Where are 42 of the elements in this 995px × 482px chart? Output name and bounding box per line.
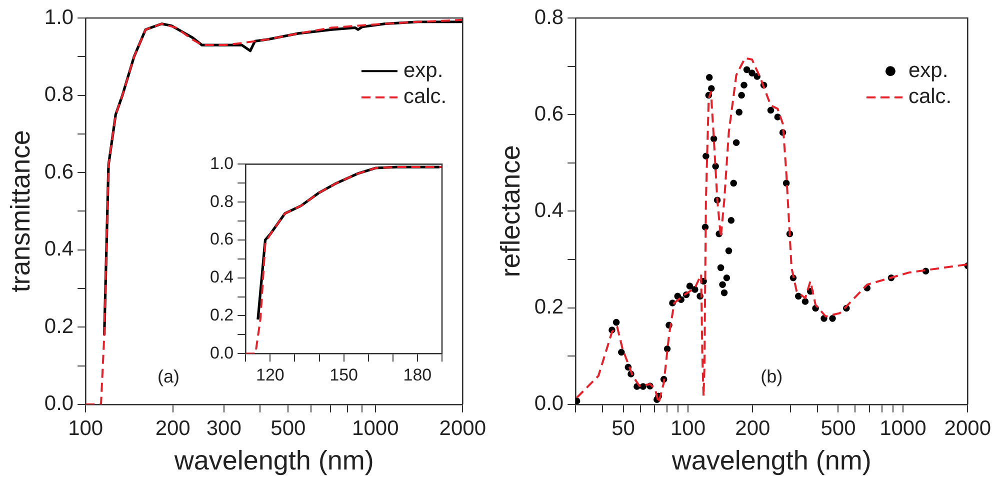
y-tick-label: 0.0 — [210, 343, 234, 362]
legend-label: calc. — [403, 85, 447, 108]
y-tick-label: 0.4 — [44, 238, 74, 261]
x-tick-label: 100 — [670, 416, 706, 440]
y-tick-label: 0.6 — [534, 102, 564, 126]
annotation: (b) — [760, 366, 783, 386]
x-tick-label: 120 — [256, 365, 284, 384]
x-tick-label: 300 — [206, 416, 242, 440]
y-tick-label: 0.6 — [44, 160, 74, 184]
y-tick-label: 0.2 — [210, 305, 234, 324]
y-tick-label: 0.2 — [534, 296, 564, 319]
x-tick-label: 2000 — [439, 416, 486, 440]
annotation: (a) — [158, 366, 180, 386]
x-tick-label: 180 — [403, 365, 432, 384]
x-tick-label: 1000 — [880, 416, 926, 440]
x-tick-label: 100 — [68, 416, 104, 440]
x-tick-label: 500 — [270, 416, 306, 440]
y-tick-label: 0.4 — [534, 198, 564, 222]
x-tick-label: 200 — [155, 416, 190, 440]
x-tick-label: 150 — [330, 365, 358, 384]
x-tick-label: 500 — [820, 416, 856, 440]
y-tick-label: 0.8 — [210, 192, 234, 211]
y-tick-label: 0.8 — [534, 6, 564, 29]
y-tick-label: 0.4 — [210, 268, 234, 287]
y-tick-label: 1.0 — [44, 6, 74, 29]
y-tick-label: 0.8 — [44, 83, 74, 106]
x-tick-label: 1000 — [352, 416, 399, 440]
legend-label: calc. — [908, 85, 952, 108]
x-tick-label: 2000 — [944, 416, 991, 440]
x-axis-title: wavelength (nm) — [670, 445, 872, 476]
y-tick-label: 0.0 — [44, 392, 74, 416]
x-tick-label: 50 — [612, 416, 635, 440]
legend-label: exp. — [403, 58, 444, 82]
y-tick-label: 0.2 — [44, 314, 74, 338]
legend-label: exp. — [908, 58, 948, 82]
y-tick-label: 0.6 — [210, 230, 234, 249]
y-tick-label: 1.0 — [210, 154, 234, 173]
y-axis-title: reflectance — [496, 145, 526, 278]
x-tick-label: 200 — [735, 416, 770, 440]
y-tick-label: 0.0 — [534, 392, 564, 416]
y-axis-title: transmittance — [6, 130, 36, 292]
x-axis-title: wavelength (nm) — [173, 445, 374, 476]
